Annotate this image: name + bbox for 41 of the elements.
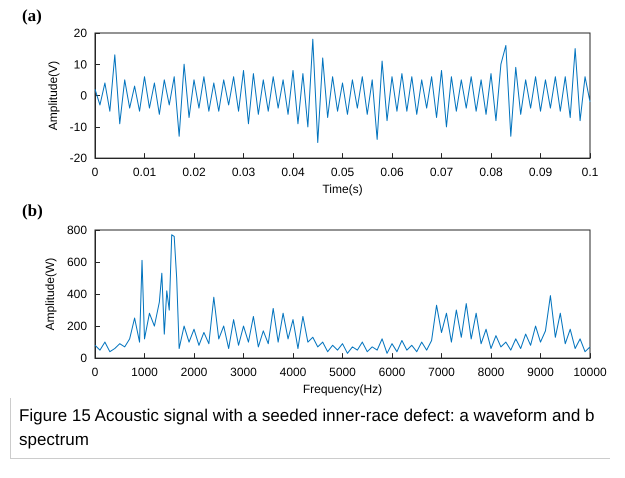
x-tick-label: 2000 [180, 365, 208, 380]
x-tick-label: 0.07 [430, 165, 454, 180]
x-tick-label: 0.06 [380, 165, 404, 180]
x-tick-label: 6000 [378, 365, 406, 380]
x-tick-label: 0.02 [182, 165, 206, 180]
x-tick-label: 4000 [280, 365, 307, 380]
x-tick-label: 0.08 [479, 165, 503, 180]
y-tick-label: 600 [66, 255, 88, 270]
line-series [94, 38, 590, 143]
x-tick-label: 5000 [329, 365, 356, 380]
y-axis-title: Amplitude(V) [46, 60, 60, 130]
x-tick-label: 0 [92, 365, 99, 380]
y-tick-label: 200 [66, 319, 88, 334]
x-tick-label: 0 [92, 165, 99, 180]
x-tick-label: 0.01 [132, 165, 156, 180]
y-tick-label: -10 [70, 120, 88, 134]
x-axis-title: Frequency(Hz) [302, 382, 382, 396]
x-tick-label: 1000 [131, 365, 158, 380]
y-tick-label: 800 [66, 223, 88, 237]
text: (b) [22, 201, 43, 221]
text: (a) [22, 6, 42, 26]
x-tick-label: 7000 [428, 365, 456, 380]
caption: Figure 15 Acoustic signal with a seeded inner-race defect: a waveform and b spectrum [10, 398, 610, 459]
x-tick-label: 0.09 [528, 165, 552, 180]
line-series [94, 234, 590, 354]
x-tick-label: 10000 [573, 365, 608, 380]
x-axis-title: Time(s) [322, 182, 363, 196]
x-tick-label: 0.04 [281, 165, 305, 180]
y-tick-label: 0 [80, 88, 88, 103]
y-tick-label: 0 [80, 351, 88, 366]
x-tick-label: 0.03 [232, 165, 256, 180]
y-tick-label: 400 [66, 287, 88, 302]
y-tick-label: -20 [70, 151, 88, 166]
y-tick-label: 20 [74, 26, 88, 40]
x-tick-label: 8000 [478, 365, 505, 380]
x-tick-label: 9000 [527, 365, 554, 380]
y-tick-label: 10 [74, 57, 88, 72]
y-axis-title: Amplitude(W) [43, 258, 58, 330]
x-tick-label: 0.1 [582, 165, 599, 180]
x-tick-label: 3000 [230, 365, 258, 380]
x-tick-label: 0.05 [330, 165, 354, 180]
